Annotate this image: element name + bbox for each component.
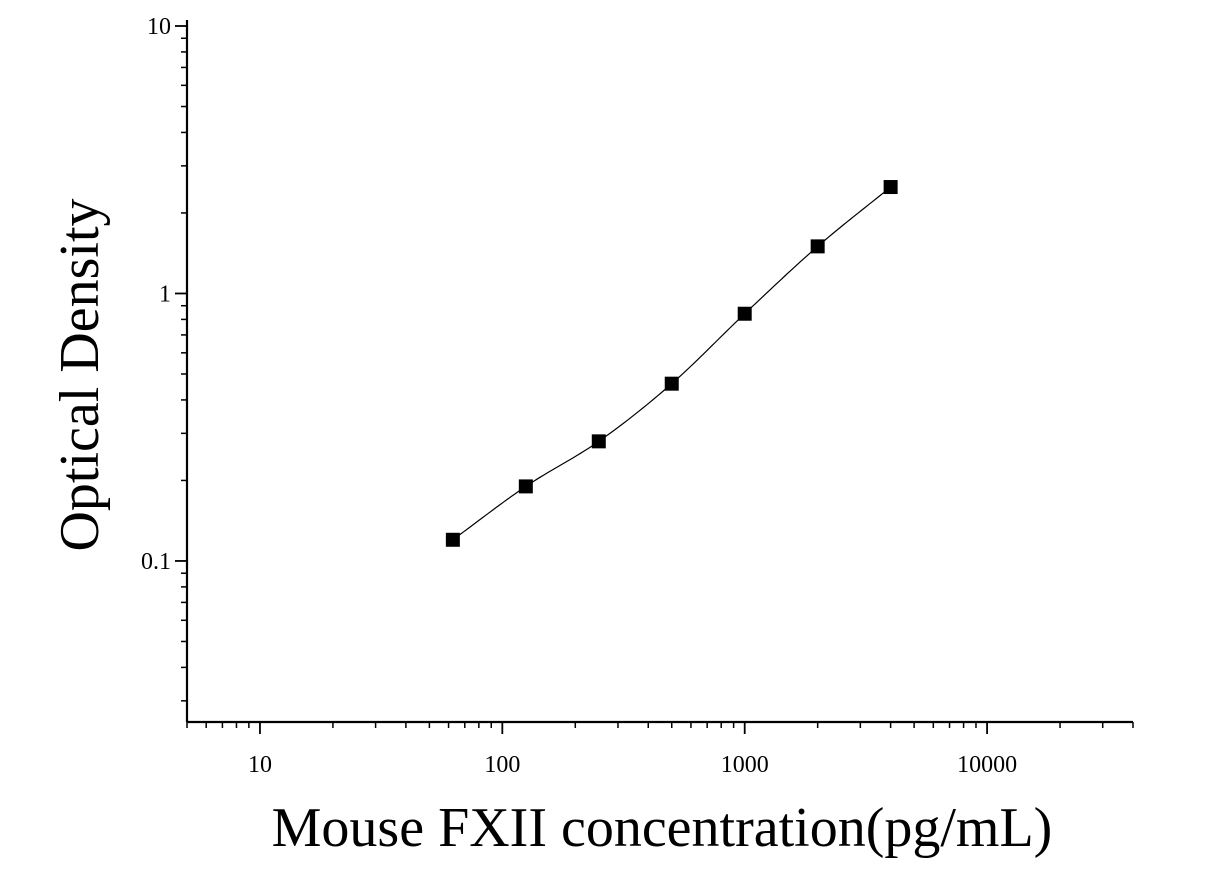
x-tick-label: 10000 <box>957 752 1017 778</box>
fit-curve <box>452 186 892 541</box>
data-point <box>445 532 460 547</box>
data-point <box>810 239 825 254</box>
y-tick-label: 10 <box>147 14 171 40</box>
y-tick-label: 1 <box>159 281 171 307</box>
x-tick-label: 1000 <box>721 752 769 778</box>
ticks: 10 100 1000 10000 0.1 1 10 <box>141 14 1134 778</box>
axes <box>185 20 1133 724</box>
data-point <box>883 180 898 195</box>
y-axis-title: Optical Density <box>49 198 111 551</box>
data-point <box>518 479 533 494</box>
x-axis-title: Mouse FXII concentration(pg/mL) <box>272 797 1053 859</box>
data-point <box>591 434 606 449</box>
data-point <box>737 306 752 321</box>
y-tick-label: 0.1 <box>141 549 171 575</box>
data-point <box>664 376 679 391</box>
x-tick-label: 100 <box>484 752 520 778</box>
x-tick-label: 10 <box>248 752 272 778</box>
data-points <box>445 180 898 547</box>
